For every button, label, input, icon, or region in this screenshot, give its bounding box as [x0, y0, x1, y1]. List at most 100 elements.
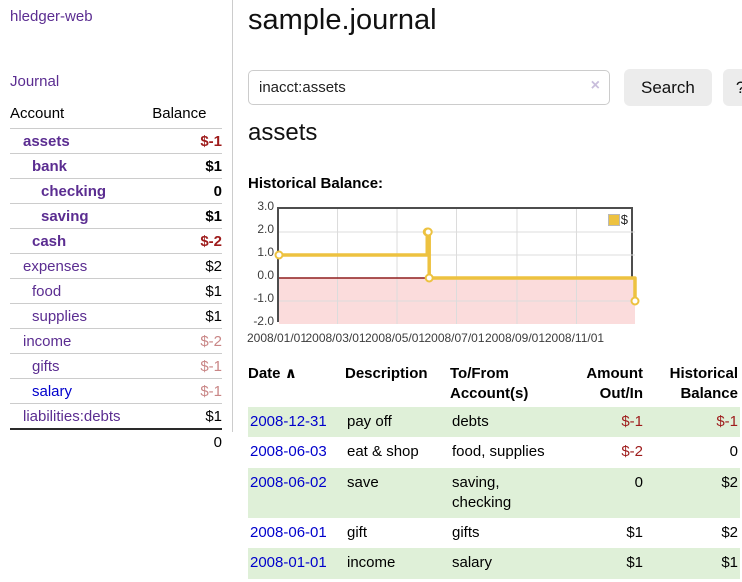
- journal-link[interactable]: Journal: [10, 73, 60, 90]
- transaction-date-link[interactable]: 2008-06-01: [250, 524, 327, 541]
- account-row: assets $-1: [10, 128, 222, 154]
- page-title: sample.journal: [248, 4, 437, 36]
- amount-cell: $-2: [621, 443, 643, 461]
- amount-cell: $1: [626, 524, 643, 541]
- account-row: gifts $-1: [10, 353, 222, 379]
- sidebar-account-link[interactable]: salary: [32, 383, 73, 400]
- sidebar-account-balance: $-1: [152, 128, 222, 154]
- account-name-cell: assets: [10, 128, 153, 154]
- main-content: sample.journal × Search ? assets Histori…: [247, 0, 742, 582]
- search-bar: × Search ?: [248, 69, 742, 106]
- help-button[interactable]: ?: [722, 69, 742, 106]
- account-heading: assets: [248, 119, 318, 146]
- balance-cell: $2: [721, 473, 738, 491]
- sidebar-account-link[interactable]: cash: [32, 233, 67, 250]
- x-axis-label: 2008/01/01: [246, 331, 308, 345]
- sidebar-account-balance: $1: [152, 303, 222, 329]
- chart-plot-area: $: [274, 207, 640, 324]
- sidebar-account-link[interactable]: gifts: [32, 358, 60, 375]
- sidebar-account-link[interactable]: food: [32, 283, 62, 300]
- sidebar-account-balance: $1: [152, 153, 222, 179]
- register-header-date[interactable]: Date ∧: [248, 360, 345, 407]
- sidebar-account-balance: $1: [152, 278, 222, 304]
- sidebar-account-balance: 0: [152, 178, 222, 204]
- search-box: ×: [248, 70, 610, 105]
- register-header-row: Date ∧ Description To/From Account(s) Am…: [248, 360, 740, 407]
- y-axis-label: 1.0: [257, 245, 274, 259]
- sidebar-account-link[interactable]: income: [23, 333, 72, 350]
- date-header-label: Date: [248, 365, 281, 382]
- date-cell: 2008-12-31: [248, 407, 345, 437]
- register-row: 2008-06-02 save saving, checking 0 $2: [248, 467, 740, 519]
- sidebar-account-link[interactable]: bank: [32, 158, 68, 175]
- amount-cell: $1: [626, 554, 643, 572]
- account-name-cell: checking: [10, 178, 153, 204]
- register-header-amount: Amount Out/In: [586, 365, 643, 402]
- sidebar-account-balance: $-1: [152, 353, 222, 379]
- account-row: saving $1: [10, 203, 222, 229]
- register-table-body: 2008-12-31 pay off debts $-1 $-1 2008-06-03 ea…: [248, 407, 740, 579]
- sort-ascending-icon: ∧: [284, 365, 297, 382]
- sidebar-account-link[interactable]: checking: [41, 183, 107, 200]
- register-header-balance: Historical Balance: [669, 365, 738, 402]
- account-row: cash $-2: [10, 228, 222, 254]
- transaction-date-link[interactable]: 2008-06-03: [250, 443, 327, 461]
- sidebar-account-balance: $-1: [152, 378, 222, 404]
- transaction-date-link[interactable]: 2008-06-02: [250, 473, 327, 491]
- account-name-cell: bank: [10, 153, 153, 179]
- description-cell: gift: [347, 524, 368, 541]
- y-axis-label: -2.0: [253, 314, 274, 328]
- chart-legend: $: [607, 212, 628, 227]
- accounts-table: Account Balance assets $-1 bank $1 checking 0…: [10, 103, 222, 454]
- y-axis-label: 2.0: [257, 222, 274, 236]
- sidebar-account-balance: $-2: [152, 328, 222, 354]
- date-cell: 2008-06-02: [248, 468, 345, 519]
- description-cell: save: [347, 473, 379, 491]
- sidebar-account-link[interactable]: supplies: [32, 308, 88, 325]
- accounts-cell: gifts: [452, 524, 480, 541]
- accounts-header-row: Account Balance: [10, 103, 222, 129]
- sidebar-account-link[interactable]: assets: [23, 133, 70, 150]
- chart-canvas: [274, 209, 640, 324]
- app-title-link[interactable]: hledger-web: [10, 8, 93, 25]
- account-name-cell: supplies: [10, 303, 153, 329]
- amount-cell: 0: [634, 473, 643, 491]
- accounts-header-balance: Balance: [152, 105, 207, 122]
- description-cell: income: [347, 554, 396, 572]
- register-row: 2008-01-01 income salary $1 $1: [248, 548, 740, 579]
- account-row: bank $1: [10, 153, 222, 179]
- search-button[interactable]: Search: [624, 69, 712, 106]
- sidebar-account-link[interactable]: liabilities:debts: [23, 408, 121, 425]
- account-name-cell: income: [10, 328, 153, 354]
- y-axis-label: 3.0: [257, 199, 274, 213]
- x-axis-label: 2008/11/01: [544, 331, 605, 345]
- account-name-cell: saving: [10, 203, 153, 229]
- account-name-cell: cash: [10, 228, 153, 254]
- sidebar-divider: [232, 0, 233, 432]
- account-row: food $1: [10, 278, 222, 304]
- sidebar-account-balance: $2: [152, 253, 222, 279]
- date-cell: 2008-01-01: [248, 548, 345, 578]
- y-axis-label: -1.0: [253, 291, 274, 305]
- accounts-total-row: 0: [10, 428, 222, 454]
- accounts-total-spacer: [10, 428, 153, 454]
- account-name-cell: salary: [10, 378, 153, 404]
- balance-cell: 0: [729, 443, 738, 461]
- transaction-date-link[interactable]: 2008-01-01: [250, 554, 327, 572]
- account-name-cell: gifts: [10, 353, 153, 379]
- date-cell: 2008-06-01: [248, 518, 345, 548]
- sidebar-account-link[interactable]: saving: [41, 208, 89, 225]
- search-input[interactable]: [248, 70, 610, 105]
- transaction-date-link[interactable]: 2008-12-31: [250, 413, 327, 430]
- register-row: 2008-06-01 gift gifts $1 $2: [248, 518, 740, 548]
- clear-search-icon[interactable]: ×: [590, 77, 600, 94]
- balance-cell: $2: [721, 524, 738, 541]
- sidebar: hledger-web Journal Account Balance asse…: [0, 0, 232, 582]
- sidebar-account-link[interactable]: expenses: [23, 258, 88, 275]
- register-header-description: Description: [345, 365, 428, 382]
- account-row: salary $-1: [10, 378, 222, 404]
- account-name-cell: food: [10, 278, 153, 304]
- register-header-accounts: To/From Account(s): [450, 365, 529, 402]
- accounts-header-account: Account: [10, 105, 65, 122]
- account-row: supplies $1: [10, 303, 222, 329]
